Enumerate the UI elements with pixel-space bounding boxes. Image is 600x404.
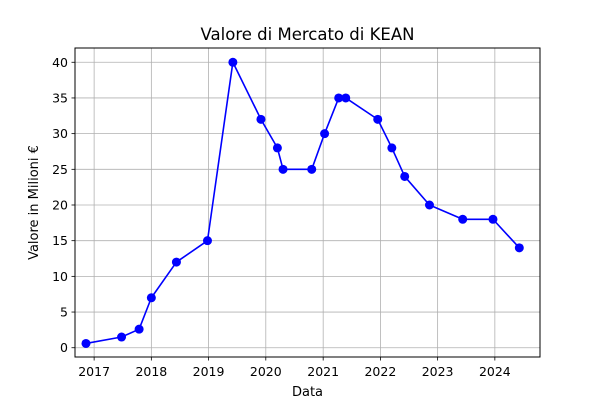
x-tick-label: 2017 — [78, 364, 110, 379]
series-layer — [81, 57, 524, 348]
x-tick-label: 2018 — [135, 364, 167, 379]
x-tick-label: 2021 — [307, 364, 339, 379]
y-tick-label: 35 — [52, 90, 68, 105]
data-point-marker — [146, 293, 156, 303]
x-tick-label: 2022 — [364, 364, 396, 379]
grid-lines — [75, 48, 540, 357]
data-point-marker — [514, 243, 524, 253]
data-point-marker — [117, 332, 127, 342]
data-point-marker — [272, 143, 282, 153]
chart-title: Valore di Mercato di KEAN — [201, 25, 415, 44]
y-tick-label: 15 — [52, 233, 68, 248]
data-point-marker — [134, 324, 144, 334]
y-tick-label: 25 — [52, 162, 68, 177]
data-point-marker — [387, 143, 397, 153]
y-tick-label: 0 — [60, 340, 68, 355]
data-point-marker — [341, 93, 351, 103]
y-tick-label: 20 — [52, 197, 68, 212]
data-point-marker — [373, 114, 383, 124]
x-tick-label: 2019 — [193, 364, 225, 379]
data-point-marker — [458, 214, 468, 224]
data-point-marker — [400, 171, 410, 181]
x-axis-ticks: 2017 2018 2019 2020 2021 2022 2023 2024 — [78, 357, 511, 379]
x-axis-label: Data — [292, 385, 323, 400]
x-tick-label: 2023 — [422, 364, 454, 379]
y-tick-label: 40 — [52, 55, 68, 70]
y-axis-ticks: 0 5 10 15 20 25 30 35 40 — [52, 55, 75, 355]
data-point-marker — [320, 129, 330, 139]
y-axis-label: Valore in Milioni € — [27, 145, 42, 260]
plot-area-frame — [74, 47, 541, 358]
data-point-marker — [424, 200, 434, 210]
data-point-marker — [171, 257, 181, 267]
data-point-marker — [488, 214, 498, 224]
data-point-marker — [202, 236, 212, 246]
data-point-marker — [81, 338, 91, 348]
data-point-marker — [278, 164, 288, 174]
y-tick-label: 10 — [52, 269, 68, 284]
x-tick-label: 2020 — [250, 364, 282, 379]
y-tick-label: 30 — [52, 126, 68, 141]
x-tick-label: 2024 — [479, 364, 511, 379]
data-point-marker — [256, 114, 266, 124]
data-point-marker — [228, 57, 238, 67]
data-point-marker — [307, 164, 317, 174]
data-point-marker — [334, 93, 344, 103]
y-tick-label: 5 — [60, 305, 68, 320]
